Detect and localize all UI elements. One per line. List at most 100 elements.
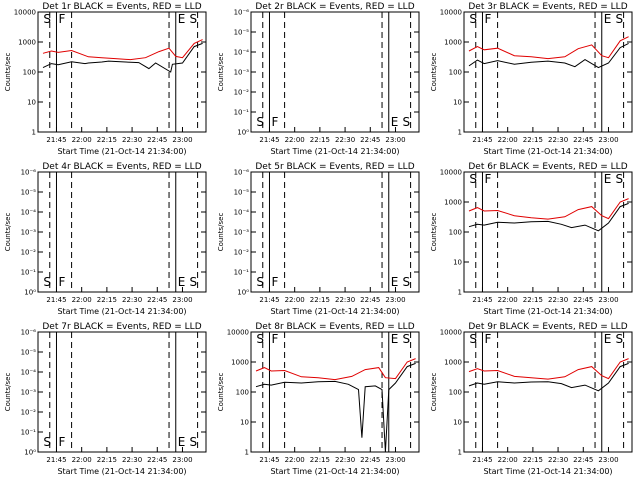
x-axis-label: Start Time (21-Oct-14 21:34:00) [483,307,612,316]
marker-label-s: S [43,435,51,449]
y-tick-label: 10⁻⁴ [21,369,37,377]
plot-frame [250,11,420,133]
x-axis-label: Start Time (21-Oct-14 21:34:00) [483,467,612,476]
panel-det-6: Det 6r BLACK = Events, RED = LLD Counts/s… [430,162,633,316]
y-tick-label: 10⁻¹ [21,429,37,437]
x-tick-label: 23:00 [598,296,618,304]
series-lld [468,358,629,380]
y-tick-label: 10000 [440,9,462,17]
x-tick-label: 22:15 [97,456,117,464]
x-tick-label: 21:45 [259,136,279,144]
x-tick-label: 22:15 [523,296,543,304]
y-tick-label: 10⁻⁵ [21,189,37,197]
panel-det-3: Det 3r BLACK = Events, RED = LLD Counts/s… [430,2,633,156]
marker-label-s: S [616,332,624,346]
x-tick-label: 22:30 [548,456,568,464]
marker-label-e: E [604,12,612,26]
x-tick-label: 22:00 [498,296,518,304]
series-lld [42,39,203,61]
x-tick-label: 22:30 [122,456,142,464]
marker-label-s: S [256,332,264,346]
x-tick-label: 22:15 [523,136,543,144]
y-tick-label: 10⁻³ [21,229,37,237]
panel-title: Det 3r BLACK = Events, RED = LLD [468,2,627,12]
marker-label-s: S [469,332,477,346]
marker-label-s: S [616,12,624,26]
y-tick-label: 100 [449,69,462,77]
x-tick-label: 22:00 [498,136,518,144]
marker-label-s: S [190,12,198,26]
panel-title: Det 8r BLACK = Events, RED = LLD [255,322,414,332]
x-axis-label: Start Time (21-Oct-14 21:34:00) [270,147,399,156]
plot-frame [463,171,633,293]
y-tick-label: 10 [453,259,462,267]
marker-label-f: F [271,332,278,346]
y-tick-label: 10⁻⁶ [234,169,250,177]
x-tick-label: 22:45 [147,296,167,304]
panel-det-4: Det 4r BLACK = Events, RED = LLD Counts/s… [4,162,207,316]
y-tick-label: 100 [236,389,249,397]
y-tick-label: 10⁻⁵ [234,189,250,197]
marker-label-e: E [391,275,399,289]
x-tick-label: 23:00 [598,456,618,464]
x-tick-label: 22:30 [335,456,355,464]
y-tick-label: 100 [23,69,36,77]
plot-frame [250,171,420,293]
marker-label-s: S [190,275,198,289]
x-tick-label: 22:45 [147,136,167,144]
panel-det-9: Det 9r BLACK = Events, RED = LLD Counts/s… [430,322,633,476]
x-tick-label: 23:00 [172,296,192,304]
x-axis-label: Start Time (21-Oct-14 21:34:00) [270,307,399,316]
y-tick-label: 1000 [18,39,36,47]
y-tick-label: 1000 [444,359,462,367]
panel-title: Det 7r BLACK = Events, RED = LLD [42,322,201,332]
y-tick-label: 10 [453,99,462,107]
x-tick-label: 22:15 [97,296,117,304]
y-tick-label: 100 [449,389,462,397]
x-tick-label: 22:00 [285,136,305,144]
marker-label-e: E [391,115,399,129]
y-tick-label: 10⁻⁵ [21,349,37,357]
plot-frame [463,11,633,133]
x-tick-label: 22:15 [310,456,330,464]
marker-label-s: S [256,115,264,129]
x-axis-label: Start Time (21-Oct-14 21:34:00) [57,307,186,316]
series-lld [468,198,629,220]
x-tick-label: 22:30 [548,136,568,144]
plot-frame [463,331,633,453]
x-tick-label: 22:45 [573,456,593,464]
marker-label-s: S [190,435,198,449]
y-tick-label: 10⁻² [21,249,37,257]
panel-title: Det 2r BLACK = Events, RED = LLD [255,2,414,12]
y-tick-label: 10⁻³ [234,229,250,237]
x-tick-label: 23:00 [172,136,192,144]
series-events [42,42,203,73]
marker-label-f: F [484,12,491,26]
marker-label-s: S [256,275,264,289]
x-tick-label: 21:45 [259,296,279,304]
y-tick-label: 10000 [440,169,462,177]
y-tick-label: 10⁰ [237,129,249,137]
y-tick-label: 10⁻¹ [234,109,250,117]
x-tick-label: 22:15 [310,296,330,304]
x-axis-label: Start Time (21-Oct-14 21:34:00) [270,467,399,476]
y-tick-label: 10⁻⁶ [21,169,37,177]
y-tick-label: 1 [458,289,462,297]
y-tick-label: 10 [453,419,462,427]
marker-label-e: E [178,275,186,289]
x-tick-label: 22:30 [122,136,142,144]
marker-label-e: E [178,435,186,449]
y-axis-label: Counts/sec [430,53,438,92]
y-axis-label: Counts/sec [217,213,225,252]
x-tick-label: 22:00 [498,456,518,464]
marker-label-e: E [604,172,612,186]
y-tick-label: 10⁻³ [234,69,250,77]
x-tick-label: 21:45 [472,456,492,464]
panel-det-2: Det 2r BLACK = Events, RED = LLD Counts/s… [217,2,420,156]
panel-title: Det 1r BLACK = Events, RED = LLD [42,2,201,12]
series-lld [468,36,629,60]
y-tick-label: 1000 [444,199,462,207]
y-tick-label: 10⁰ [237,289,249,297]
marker-label-e: E [604,332,612,346]
y-tick-label: 10⁻² [234,249,250,257]
